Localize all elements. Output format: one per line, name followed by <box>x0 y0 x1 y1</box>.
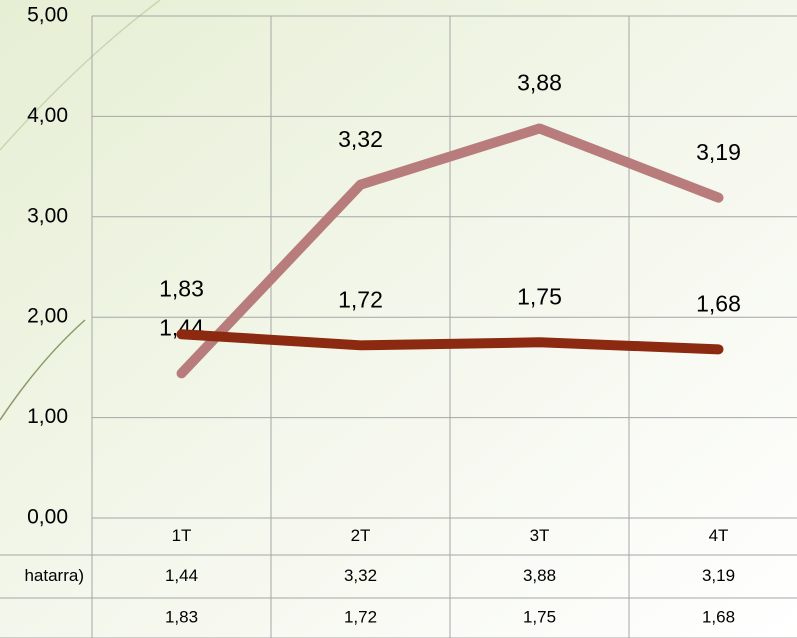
data-label: 3,32 <box>338 126 383 152</box>
y-tick-label: 2,00 <box>27 305 68 328</box>
table-cell: 3,19 <box>702 566 735 585</box>
x-tick-label: 4T <box>709 526 729 545</box>
line <box>176 329 724 355</box>
y-tick-label: 0,00 <box>27 506 68 529</box>
table-cell: 3,32 <box>344 566 377 585</box>
table-cell: 1,72 <box>344 607 377 626</box>
table-cell: 1,44 <box>165 566 198 585</box>
y-tick-label: 1,00 <box>27 405 68 428</box>
y-tick-label: 4,00 <box>27 104 68 127</box>
table-cell: 1,83 <box>165 607 198 626</box>
x-tick-label: 2T <box>351 526 371 545</box>
data-label: 3,88 <box>517 70 562 96</box>
data-label: 1,72 <box>338 286 383 312</box>
decoration <box>0 319 86 421</box>
x-tick-label: 3T <box>530 526 550 545</box>
table-cell: 3,88 <box>523 566 556 585</box>
data-label: 1,68 <box>696 290 741 316</box>
data-label: 3,19 <box>696 139 741 165</box>
y-tick-label: 5,00 <box>27 4 68 27</box>
x-tick-label: 1T <box>172 526 192 545</box>
table-cell: 1,68 <box>702 607 735 626</box>
table-cell: 1,75 <box>523 607 556 626</box>
line <box>176 123 724 379</box>
y-tick-label: 3,00 <box>27 204 68 227</box>
decoration <box>0 0 161 151</box>
data-label: 1,83 <box>159 275 204 301</box>
legend-entry: hatarra) <box>24 566 84 585</box>
data-label: 1,75 <box>517 283 562 309</box>
